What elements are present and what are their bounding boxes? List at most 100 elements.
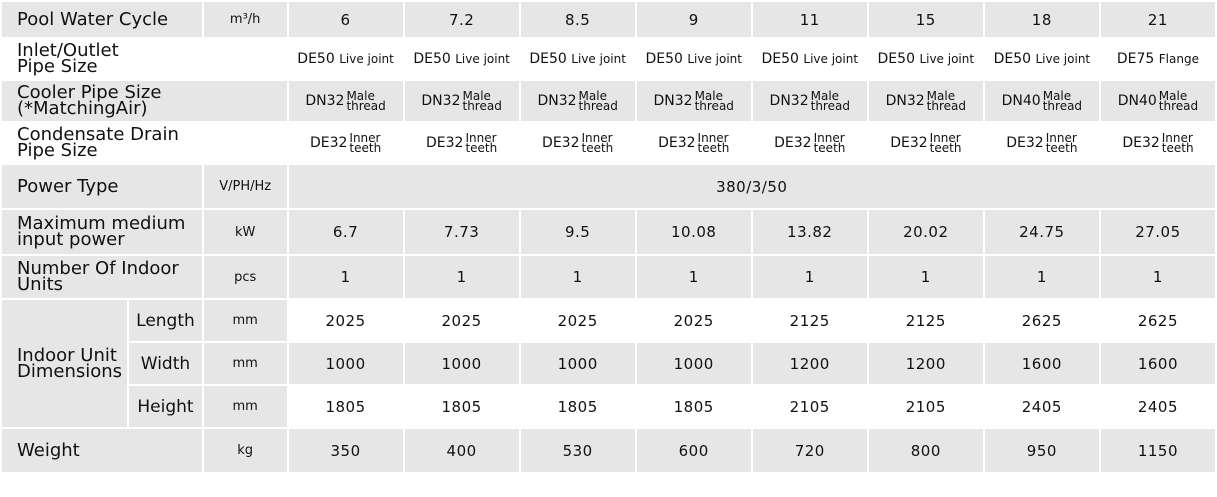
row-label-line: Inlet/Outlet [17, 40, 119, 61]
pipe-code: DE50 [993, 51, 1032, 67]
row-label: Number Of Indoor Units [2, 256, 202, 298]
value-cell: 6 [288, 2, 403, 37]
pipe-cell: DE50 Live joint [752, 39, 867, 79]
pipe-cell: DE50 Live joint [868, 39, 983, 79]
pipe-desc-top: Male [1158, 89, 1188, 103]
row-indoor-units: Number Of Indoor Units pcs 1 1 1 1 1 1 1… [2, 256, 1215, 298]
pipe-code: DN32 [537, 93, 577, 109]
value-cell: 800 [868, 429, 983, 472]
value-cell: 1 [1100, 256, 1215, 298]
value-cell: 1 [984, 256, 1099, 298]
value-cell: 1150 [1100, 429, 1215, 472]
value-cell: 2405 [1100, 386, 1215, 427]
value-cell: 350 [288, 429, 403, 472]
pipe-desc-bottom: teeth [813, 141, 846, 155]
row-label: Weight [2, 429, 202, 472]
pipe-code: DE32 [426, 135, 464, 151]
row-label-line: Pipe Size [17, 140, 98, 161]
value-cell: 2105 [752, 386, 867, 427]
row-weight: Weight kg 350 400 530 600 720 800 950 11… [2, 429, 1215, 472]
value-cell: 13.82 [752, 210, 867, 254]
pipe-cell: DN32 Male thread [636, 81, 751, 121]
pipe-code: DN40 [1117, 93, 1157, 109]
value-cell: 2025 [404, 300, 519, 341]
value-cell: 1805 [404, 386, 519, 427]
pipe-desc-bottom: teeth [1161, 141, 1194, 155]
unit-cell: pcs [203, 256, 287, 298]
pipe-desc-top: Inner [929, 131, 961, 145]
value-cell: 11 [752, 2, 867, 37]
pipe-code: DE32 [309, 135, 348, 151]
row-pool-water-cycle: Pool Water Cycle m³/h 6 7.2 8.5 9 11 15 … [2, 2, 1215, 37]
pipe-cell: DN32 Male thread [868, 81, 983, 121]
row-label-line: (*MatchingAir) [17, 98, 148, 119]
pipe-cell: DN40 Male thread [984, 81, 1099, 121]
pipe-desc: Live joint [1035, 52, 1091, 66]
pipe-desc-top: Inner [813, 131, 845, 145]
value-cell: 10.08 [636, 210, 751, 254]
row-max-input-power: Maximum medium input power kW 6.7 7.73 9… [2, 210, 1215, 254]
pipe-cell: DE32 Inner teeth [984, 123, 1099, 163]
unit-cell: kW [203, 210, 287, 254]
pipe-desc: Live joint [571, 52, 626, 66]
pipe-cell: DE50 Live joint [636, 39, 751, 79]
pipe-cell: DE75 Flange [1100, 39, 1215, 79]
pipe-code: DN32 [421, 93, 461, 109]
value-cell: 1 [636, 256, 751, 298]
unit-cell: mm [203, 300, 287, 341]
spec-table: Pool Water Cycle m³/h 6 7.2 8.5 9 11 15 … [2, 2, 1215, 472]
pipe-desc-bottom: thread [346, 99, 386, 113]
value-cell: 18 [984, 2, 1099, 37]
unit-cell: mm [203, 343, 287, 384]
value-cell: 1000 [404, 343, 519, 384]
value-cell: 1 [520, 256, 635, 298]
pipe-code: DN32 [885, 93, 925, 109]
pipe-cell: DE32 Inner teeth [288, 123, 403, 163]
pipe-cell: DN32 Male thread [288, 81, 403, 121]
row-label: Indoor Unit Dimensions [2, 300, 128, 427]
value-cell: 1805 [636, 386, 751, 427]
pipe-code: DE32 [774, 135, 812, 151]
pipe-desc-bottom: thread [810, 99, 850, 113]
pipe-desc-bottom: teeth [349, 141, 382, 155]
row-label-line: Pipe Size [17, 56, 98, 77]
pipe-cell: DE32 Inner teeth [404, 123, 519, 163]
pipe-desc: Live joint [687, 52, 742, 66]
row-dim-length: Indoor Unit Dimensions Length mm 2025 20… [2, 300, 1215, 427]
value-cell: 400 [404, 429, 519, 472]
value-cell: 1 [288, 256, 403, 298]
pipe-desc-top: Male [1042, 89, 1072, 103]
pipe-desc-top: Inner [581, 131, 613, 145]
row-label-line: Number Of Indoor [17, 258, 179, 279]
pipe-desc-top: Inner [697, 131, 729, 145]
pipe-desc-bottom: teeth [581, 141, 614, 155]
value-cell: 1 [868, 256, 983, 298]
pipe-desc-top: Male [346, 89, 375, 103]
row-label: Pool Water Cycle [2, 2, 202, 37]
pipe-desc-bottom: teeth [929, 141, 962, 155]
row-inlet-outlet: Inlet/Outlet Pipe Size DE50 Live joint D… [2, 39, 1215, 79]
value-cell: 2025 [288, 300, 403, 341]
value-cell: 1600 [984, 343, 1099, 384]
value-cell: 2025 [520, 300, 635, 341]
pipe-desc: Live joint [803, 52, 859, 66]
pipe-desc-bottom: thread [694, 99, 734, 113]
pipe-desc-top: Inner [349, 131, 381, 145]
row-dim-height: Height mm 1805 1805 1805 1805 2105 2105 … [2, 386, 1215, 427]
pipe-desc-bottom: thread [578, 99, 618, 113]
pipe-code: DN32 [653, 93, 693, 109]
row-label-line: Maximum medium [17, 213, 186, 234]
pipe-cell: DE50 Live joint [520, 39, 635, 79]
unit-cell: m³/h [203, 2, 287, 37]
pipe-code: DN40 [1001, 93, 1041, 109]
pipe-cell: DE50 Live joint [984, 39, 1099, 79]
row-label-line: input power [17, 229, 125, 250]
pipe-desc-top: Inner [1161, 131, 1193, 145]
row-dim-width: Width mm 1000 1000 1000 1000 1200 1200 1… [2, 343, 1215, 384]
row-condensate-drain: Condensate Drain Pipe Size DE32 Inner teet… [2, 123, 1215, 163]
row-label: Maximum medium input power [2, 210, 202, 254]
value-cell: 24.75 [984, 210, 1099, 254]
pipe-code: DE32 [542, 135, 580, 151]
sub-label: Length [129, 300, 202, 341]
pipe-code: DE32 [658, 135, 696, 151]
